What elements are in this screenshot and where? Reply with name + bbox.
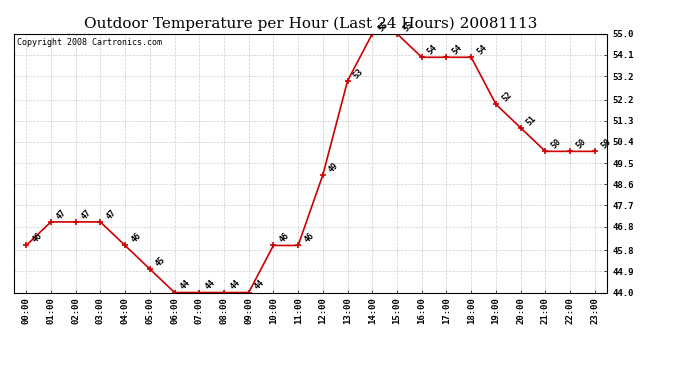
Text: 50: 50 bbox=[574, 137, 588, 151]
Text: 47: 47 bbox=[104, 208, 118, 221]
Text: 50: 50 bbox=[599, 137, 613, 151]
Text: 55: 55 bbox=[377, 20, 390, 33]
Text: 44: 44 bbox=[179, 278, 192, 292]
Text: 44: 44 bbox=[253, 278, 266, 292]
Text: 46: 46 bbox=[277, 231, 291, 244]
Text: 53: 53 bbox=[352, 67, 365, 80]
Text: 50: 50 bbox=[549, 137, 563, 151]
Text: 46: 46 bbox=[30, 231, 43, 244]
Text: 44: 44 bbox=[228, 278, 242, 292]
Text: 55: 55 bbox=[401, 20, 415, 33]
Text: 54: 54 bbox=[451, 43, 464, 57]
Text: 46: 46 bbox=[129, 231, 143, 244]
Text: 54: 54 bbox=[426, 43, 440, 57]
Title: Outdoor Temperature per Hour (Last 24 Hours) 20081113: Outdoor Temperature per Hour (Last 24 Ho… bbox=[83, 17, 538, 31]
Text: 47: 47 bbox=[80, 208, 93, 221]
Text: 54: 54 bbox=[475, 43, 489, 57]
Text: 49: 49 bbox=[327, 160, 340, 174]
Text: 47: 47 bbox=[55, 208, 68, 221]
Text: 44: 44 bbox=[204, 278, 217, 292]
Text: 46: 46 bbox=[302, 231, 316, 244]
Text: 51: 51 bbox=[525, 114, 538, 127]
Text: 45: 45 bbox=[154, 255, 168, 268]
Text: 52: 52 bbox=[500, 90, 513, 104]
Text: Copyright 2008 Cartronics.com: Copyright 2008 Cartronics.com bbox=[17, 38, 161, 46]
